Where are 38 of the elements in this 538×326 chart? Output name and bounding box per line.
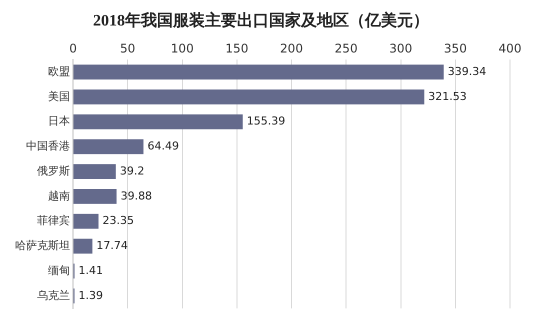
bar — [74, 188, 117, 204]
x-tick-label: 300 — [389, 42, 412, 56]
y-tick-label: 俄罗斯 — [37, 164, 70, 178]
data-label: 64.49 — [147, 140, 179, 153]
x-tick-label: 400 — [498, 42, 522, 56]
data-label: 1.39 — [78, 288, 104, 302]
x-tick-label: 150 — [225, 42, 248, 56]
y-tick-label: 越南 — [48, 189, 70, 202]
y-tick-label: 哈萨克斯坦 — [15, 239, 70, 252]
y-tick-label: 欧盟 — [48, 64, 70, 78]
data-label: 17.74 — [96, 239, 128, 252]
bar — [74, 164, 116, 180]
y-tick-label: 日本 — [48, 114, 70, 128]
data-label: 321.53 — [428, 90, 467, 103]
x-tick-label: 350 — [444, 42, 467, 56]
data-label: 339.34 — [448, 64, 486, 78]
x-tick-label: 250 — [334, 42, 358, 56]
bar — [74, 114, 243, 130]
data-label: 23.35 — [102, 214, 134, 228]
bar — [74, 64, 444, 80]
data-label: 1.41 — [78, 264, 104, 277]
bar — [74, 214, 99, 229]
x-tick-label: 0 — [69, 42, 77, 56]
x-tick-label: 200 — [280, 42, 303, 56]
bar — [74, 238, 92, 254]
y-tick-label: 中国香港 — [26, 140, 70, 153]
y-tick-label: 缅甸 — [48, 264, 70, 277]
data-label: 155.39 — [246, 114, 286, 128]
x-tick-label: 50 — [120, 42, 136, 56]
chart-title: 2018年我国服装主要出口国家及地区（亿美元） — [93, 10, 429, 30]
y-tick-label: 美国 — [48, 90, 70, 103]
x-tick-label: 100 — [170, 42, 194, 56]
data-label: 39.88 — [120, 189, 152, 202]
y-tick-label: 菲律宾 — [37, 214, 70, 228]
bar — [74, 89, 424, 104]
y-tick-label: 乌克兰 — [37, 288, 70, 302]
data-label: 39.2 — [120, 164, 144, 178]
bar — [74, 139, 144, 154]
